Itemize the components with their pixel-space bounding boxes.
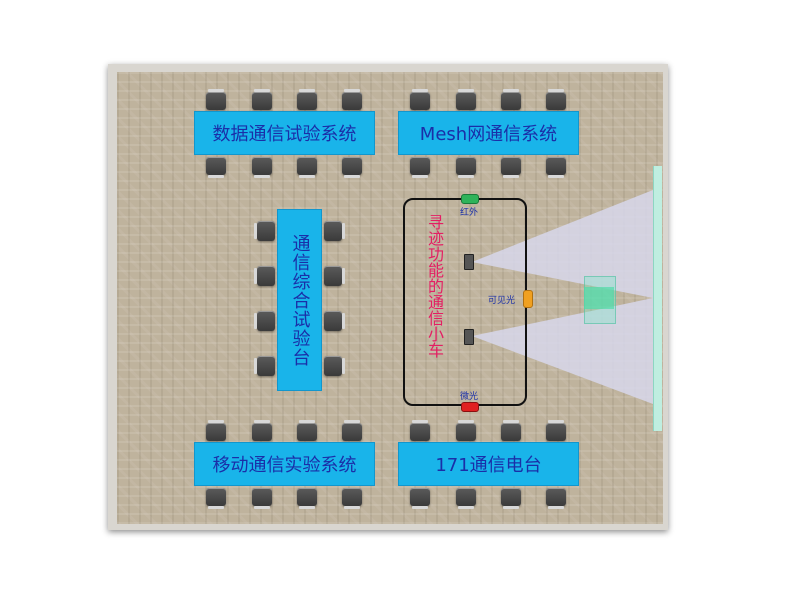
upper-sensor — [464, 254, 474, 270]
chair — [254, 266, 275, 286]
chair — [206, 420, 226, 441]
upper-beam — [472, 190, 653, 298]
chair — [324, 311, 345, 331]
chair — [456, 157, 476, 178]
chair — [456, 89, 476, 110]
chair — [324, 221, 345, 241]
chair — [410, 157, 430, 178]
receiver-core — [584, 287, 614, 309]
right-wall-panel — [653, 166, 662, 431]
chair — [297, 157, 317, 178]
microwave-led-icon — [461, 402, 479, 412]
chair — [501, 157, 521, 178]
chair — [546, 157, 566, 178]
chair — [342, 420, 362, 441]
chair — [254, 311, 275, 331]
chair — [410, 89, 430, 110]
chair — [501, 488, 521, 509]
chair — [297, 420, 317, 441]
infrared-led-label: 红外 — [460, 208, 479, 218]
chair — [252, 488, 272, 509]
table-mesh: Mesh网通信系统 — [398, 111, 579, 155]
chair — [546, 488, 566, 509]
table-data-comm: 数据通信试验系统 — [194, 111, 375, 155]
chair — [297, 488, 317, 509]
table-mobile: 移动通信实验系统 — [194, 442, 375, 486]
visible-light-led-label: 可见光 — [488, 296, 516, 306]
chair — [501, 420, 521, 441]
microwave-led-label: 微光 — [460, 392, 479, 402]
table-radio-171: 171通信电台 — [398, 442, 579, 486]
infrared-led-icon — [461, 194, 479, 204]
chair — [546, 420, 566, 441]
chair — [342, 488, 362, 509]
chair — [410, 420, 430, 441]
chair — [254, 221, 275, 241]
visible-light-led-icon — [523, 290, 533, 308]
chair — [410, 488, 430, 509]
chair — [252, 157, 272, 178]
chair — [206, 157, 226, 178]
chair — [252, 420, 272, 441]
chair — [252, 89, 272, 110]
chair — [324, 356, 345, 376]
chair — [342, 89, 362, 110]
chair — [206, 89, 226, 110]
chair — [501, 89, 521, 110]
chair — [297, 89, 317, 110]
car-label: 寻迹功能的通信小车 — [425, 214, 444, 358]
chair — [324, 266, 345, 286]
chair — [342, 157, 362, 178]
chair — [206, 488, 226, 509]
chair — [254, 356, 275, 376]
chair — [456, 488, 476, 509]
lower-sensor — [464, 329, 474, 345]
table-integrated: 通信综合试验台 — [277, 209, 322, 391]
chair — [546, 89, 566, 110]
lower-beam — [472, 298, 653, 404]
chair — [456, 420, 476, 441]
